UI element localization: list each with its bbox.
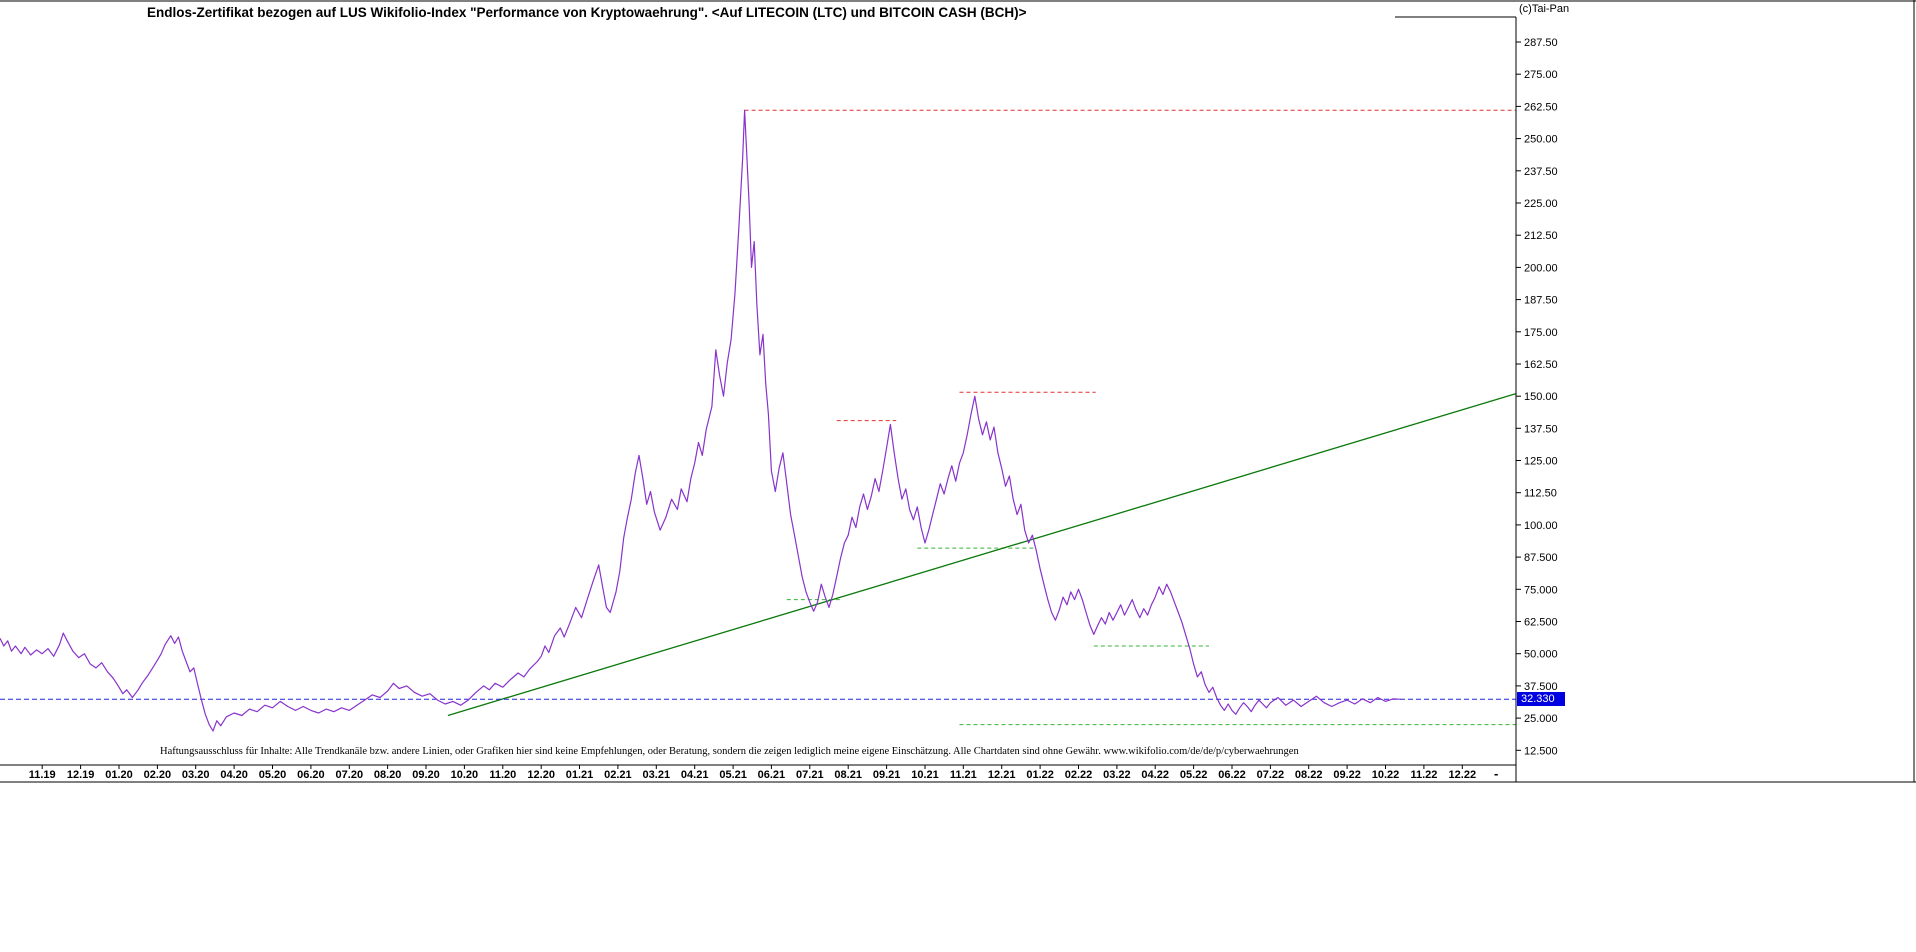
y-axis-label: 62.500: [1524, 617, 1558, 629]
y-axis-label: 75.000: [1524, 584, 1558, 596]
y-axis-label: 112.50: [1524, 488, 1557, 500]
x-axis-label: 07.22: [1257, 769, 1285, 781]
x-axis-label: 11.21: [950, 769, 977, 781]
x-axis-label: 05.20: [259, 769, 287, 781]
x-axis-label: 02.21: [604, 769, 632, 781]
last-price-tag: 32.330: [1517, 692, 1565, 706]
y-axis-label: 275.00: [1524, 69, 1558, 81]
x-axis-label: 12.21: [988, 769, 1016, 781]
zoom-out-button[interactable]: -: [1494, 766, 1499, 781]
x-axis-label: 12.20: [527, 769, 555, 781]
x-axis-label: 04.21: [681, 769, 709, 781]
x-axis-label: 08.22: [1295, 769, 1323, 781]
y-axis-label: 50.000: [1524, 649, 1558, 661]
x-axis-label: 10.22: [1372, 769, 1400, 781]
x-axis-label: 04.20: [220, 769, 248, 781]
y-axis-label: 100.00: [1524, 520, 1558, 532]
x-axis-label: 01.20: [105, 769, 133, 781]
y-axis-label: 87.500: [1524, 552, 1558, 564]
y-axis-label: 200.00: [1524, 262, 1558, 274]
x-axis-label: 07.20: [336, 769, 364, 781]
y-axis-label: 162.50: [1524, 359, 1558, 371]
x-axis-label: 04.22: [1141, 769, 1169, 781]
x-axis-label: 01.22: [1026, 769, 1054, 781]
x-axis-label: 12.19: [67, 769, 95, 781]
y-axis-label: 12.500: [1524, 745, 1558, 757]
x-axis-label: 07.21: [796, 769, 824, 781]
x-axis-label: 08.20: [374, 769, 402, 781]
trend-line[interactable]: [447, 392, 1517, 717]
y-axis-label: 212.50: [1524, 230, 1558, 242]
x-axis-label: 10.21: [911, 769, 939, 781]
y-axis-label: 225.00: [1524, 198, 1558, 210]
disclaimer-text: Haftungsausschluss für Inhalte: Alle Tre…: [160, 746, 1299, 757]
x-axis-label: 12.22: [1449, 769, 1477, 781]
y-axis-label: 150.00: [1524, 391, 1558, 403]
x-axis-label: 08.21: [834, 769, 862, 781]
x-axis-label: 09.20: [412, 769, 440, 781]
x-axis-label: 03.21: [643, 769, 671, 781]
x-axis-label: 11.22: [1410, 769, 1437, 781]
price-line: [0, 109, 1401, 732]
x-axis-label: 09.22: [1333, 769, 1361, 781]
x-axis-label: 05.22: [1180, 769, 1208, 781]
x-axis-label: 11.20: [489, 769, 516, 781]
y-axis-label: 137.50: [1524, 423, 1558, 435]
y-axis-label: 125.00: [1524, 456, 1558, 468]
x-axis-label: 02.22: [1065, 769, 1093, 781]
x-axis-label: 02.20: [144, 769, 172, 781]
y-axis-label: 287.50: [1524, 37, 1558, 49]
y-axis-label: 37.500: [1524, 681, 1558, 693]
x-axis-label: 01.21: [566, 769, 594, 781]
x-axis-label: 06.22: [1218, 769, 1246, 781]
y-axis-label: 262.50: [1524, 101, 1558, 113]
copyright-label: (c)Tai-Pan: [1519, 3, 1570, 15]
x-axis-label: 03.20: [182, 769, 210, 781]
x-axis-label: 06.20: [297, 769, 325, 781]
x-axis-label: 10.20: [451, 769, 479, 781]
y-axis-label: 237.50: [1524, 166, 1558, 178]
y-axis-label: 175.00: [1524, 327, 1558, 339]
x-axis-label: 11.19: [29, 769, 56, 781]
x-axis-label: 05.21: [719, 769, 747, 781]
chart-title: Endlos-Zertifikat bezogen auf LUS Wikifo…: [147, 5, 1027, 20]
y-axis-label: 187.50: [1524, 295, 1558, 307]
x-axis-label: 03.22: [1103, 769, 1131, 781]
y-axis-label: 25.000: [1524, 713, 1558, 725]
x-axis-label: 06.21: [758, 769, 786, 781]
y-axis-label: 250.00: [1524, 134, 1558, 146]
x-axis-label: 09.21: [873, 769, 901, 781]
